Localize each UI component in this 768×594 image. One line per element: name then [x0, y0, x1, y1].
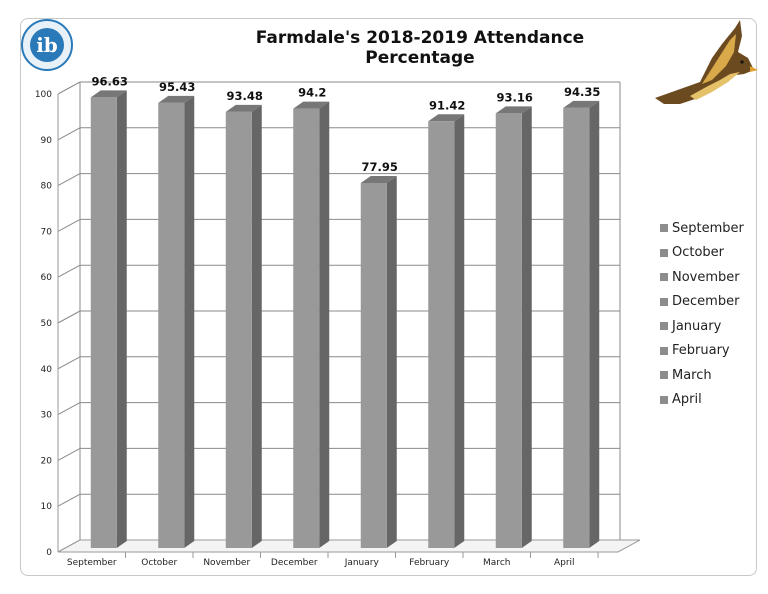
data-label: 95.43: [159, 80, 195, 94]
legend-item: January: [660, 314, 744, 339]
eagle-mascot-logo: [655, 20, 758, 104]
bar-march: [495, 113, 522, 548]
bar-side: [251, 104, 262, 548]
bar-side: [184, 95, 195, 548]
gridline-depth: [57, 402, 81, 416]
x-tick-label: September: [67, 558, 117, 568]
gridline-depth: [57, 447, 81, 461]
data-label: 94.2: [298, 86, 326, 100]
y-tick-label: 30: [41, 411, 53, 421]
y-tick-label: 70: [41, 227, 53, 237]
legend-swatch: [660, 395, 668, 404]
legend-item: December: [660, 290, 744, 315]
chart-legend: September October November December January F…: [660, 216, 744, 412]
x-tick-label: January: [344, 558, 380, 568]
legend-item: November: [660, 265, 744, 290]
ib-mark-text: ib: [36, 33, 58, 57]
bar-february: [428, 121, 455, 549]
legend-item: October: [660, 241, 744, 266]
gridline-depth: [57, 81, 81, 95]
bar-top: [563, 100, 600, 108]
legend-swatch: [660, 248, 668, 257]
x-tick-label: October: [141, 558, 177, 568]
legend-item: March: [660, 363, 744, 388]
bar-side: [521, 106, 532, 548]
x-tick-label: March: [483, 558, 510, 568]
gridline-depth: [57, 310, 81, 324]
bar-october: [158, 102, 185, 548]
legend-swatch: [660, 371, 668, 380]
x-tick-label: November: [203, 558, 250, 568]
legend-swatch: [660, 297, 668, 306]
bar-side: [116, 90, 127, 548]
ib-world-school-logo: ib: [21, 19, 73, 71]
y-tick-label: 100: [35, 90, 52, 100]
bar-september: [90, 97, 117, 548]
bar-april: [563, 107, 590, 548]
legend-label: April: [672, 392, 702, 408]
data-label: 96.63: [92, 74, 128, 88]
bar-top: [360, 175, 397, 183]
x-tick-label: February: [409, 558, 450, 568]
legend-swatch: [660, 322, 668, 331]
legend-item: February: [660, 339, 744, 364]
x-tick-label: December: [271, 558, 318, 568]
gridline-depth: [57, 356, 81, 370]
data-label: 94.35: [564, 85, 600, 99]
bar-top: [225, 104, 262, 112]
bar-november: [225, 111, 252, 548]
y-tick-label: 90: [41, 136, 53, 146]
bar-side: [589, 100, 600, 548]
gridline-depth: [57, 127, 81, 141]
bar-side: [386, 175, 397, 548]
legend-item: April: [660, 388, 744, 413]
bar-january: [360, 182, 387, 548]
legend-label: March: [672, 367, 712, 383]
legend-label: September: [672, 220, 744, 236]
y-tick-label: 10: [41, 502, 53, 512]
bar-top: [428, 114, 465, 122]
gridline-depth: [57, 493, 81, 507]
legend-swatch: [660, 273, 668, 282]
legend-swatch: [660, 346, 668, 355]
legend-label: February: [672, 343, 730, 359]
y-tick-label: 80: [41, 182, 53, 192]
data-label: 93.16: [497, 90, 533, 104]
gridline-depth: [57, 264, 81, 278]
data-label: 77.95: [362, 160, 398, 174]
legend-item: September: [660, 216, 744, 241]
gridline-depth: [57, 173, 81, 187]
legend-label: January: [672, 318, 722, 334]
chart-floor: [57, 539, 641, 553]
y-tick-label: 0: [46, 548, 52, 558]
bar-top: [158, 95, 195, 103]
bar-side: [454, 114, 465, 549]
data-label: 93.48: [227, 89, 263, 103]
chart-title: Farmdale's 2018-2019 Attendance Percenta…: [255, 28, 585, 68]
bar-top: [293, 101, 330, 109]
y-tick-label: 60: [41, 273, 53, 283]
bar-december: [293, 108, 320, 549]
y-tick-label: 20: [41, 456, 53, 466]
y-tick-label: 50: [41, 319, 53, 329]
data-label: 91.42: [429, 98, 465, 112]
bar-side: [319, 101, 330, 549]
x-tick-label: April: [554, 558, 575, 568]
bar-top: [90, 90, 127, 98]
bar-top: [495, 106, 532, 114]
legend-label: December: [672, 294, 740, 310]
y-tick-label: 40: [41, 365, 53, 375]
gridline-depth: [57, 218, 81, 232]
legend-label: October: [672, 245, 725, 261]
legend-swatch: [660, 224, 668, 233]
legend-label: November: [672, 269, 740, 285]
